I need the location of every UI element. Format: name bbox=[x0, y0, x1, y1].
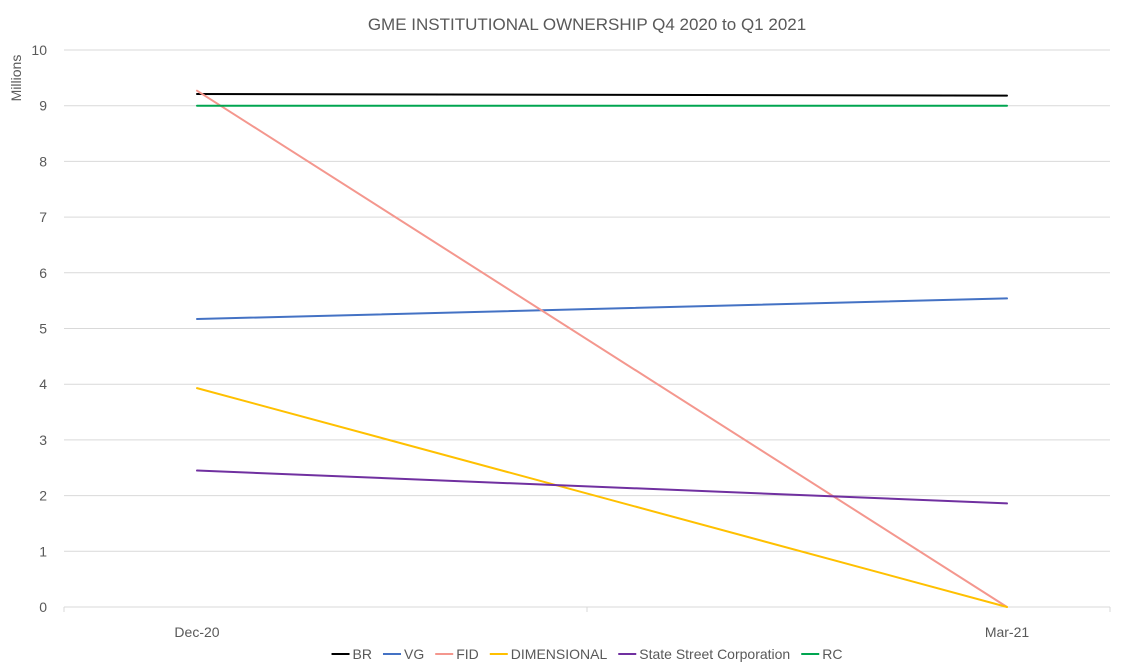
y-tick-label-4: 4 bbox=[39, 376, 47, 392]
chart-title: GME INSTITUTIONAL OWNERSHIP Q4 2020 to Q… bbox=[368, 15, 806, 34]
y-tick-label-7: 7 bbox=[39, 209, 47, 225]
y-tick-label-9: 9 bbox=[39, 98, 47, 114]
series-line-br bbox=[196, 93, 1008, 97]
x-tick-label-Mar-21: Mar-21 bbox=[985, 624, 1030, 640]
y-tick-label-5: 5 bbox=[39, 321, 47, 337]
y-axis-label: Millions bbox=[8, 55, 24, 102]
legend-label-state-street-corporation: State Street Corporation bbox=[639, 646, 790, 662]
y-tick-label-6: 6 bbox=[39, 265, 47, 281]
x-tick-label-Dec-20: Dec-20 bbox=[174, 624, 219, 640]
legend-label-br: BR bbox=[353, 646, 372, 662]
y-tick-label-8: 8 bbox=[39, 153, 47, 169]
y-axis-ticks: 0 1 2 3 4 5 6 7 8 9 10 bbox=[31, 42, 47, 615]
legend-label-rc: RC bbox=[822, 646, 842, 662]
y-tick-label-10: 10 bbox=[31, 42, 47, 58]
y-tick-label-2: 2 bbox=[39, 488, 47, 504]
legend-label-fid: FID bbox=[456, 646, 479, 662]
legend-label-vg: VG bbox=[404, 646, 424, 662]
series-line-dimensional bbox=[196, 387, 1008, 608]
y-tick-label-3: 3 bbox=[39, 432, 47, 448]
y-tick-label-0: 0 bbox=[39, 599, 47, 615]
legend: BR VG FID DIMENSIONAL State Street Corporati… bbox=[331, 646, 842, 662]
legend-label-dimensional: DIMENSIONAL bbox=[511, 646, 608, 662]
series-line-vg bbox=[196, 297, 1008, 321]
series-line-fid bbox=[196, 89, 1008, 608]
series-line-state-street-corporation bbox=[196, 469, 1008, 505]
series-lines bbox=[196, 89, 1008, 608]
y-tick-label-1: 1 bbox=[39, 543, 47, 559]
x-axis: Dec-20 Mar-21 bbox=[63, 606, 1111, 640]
